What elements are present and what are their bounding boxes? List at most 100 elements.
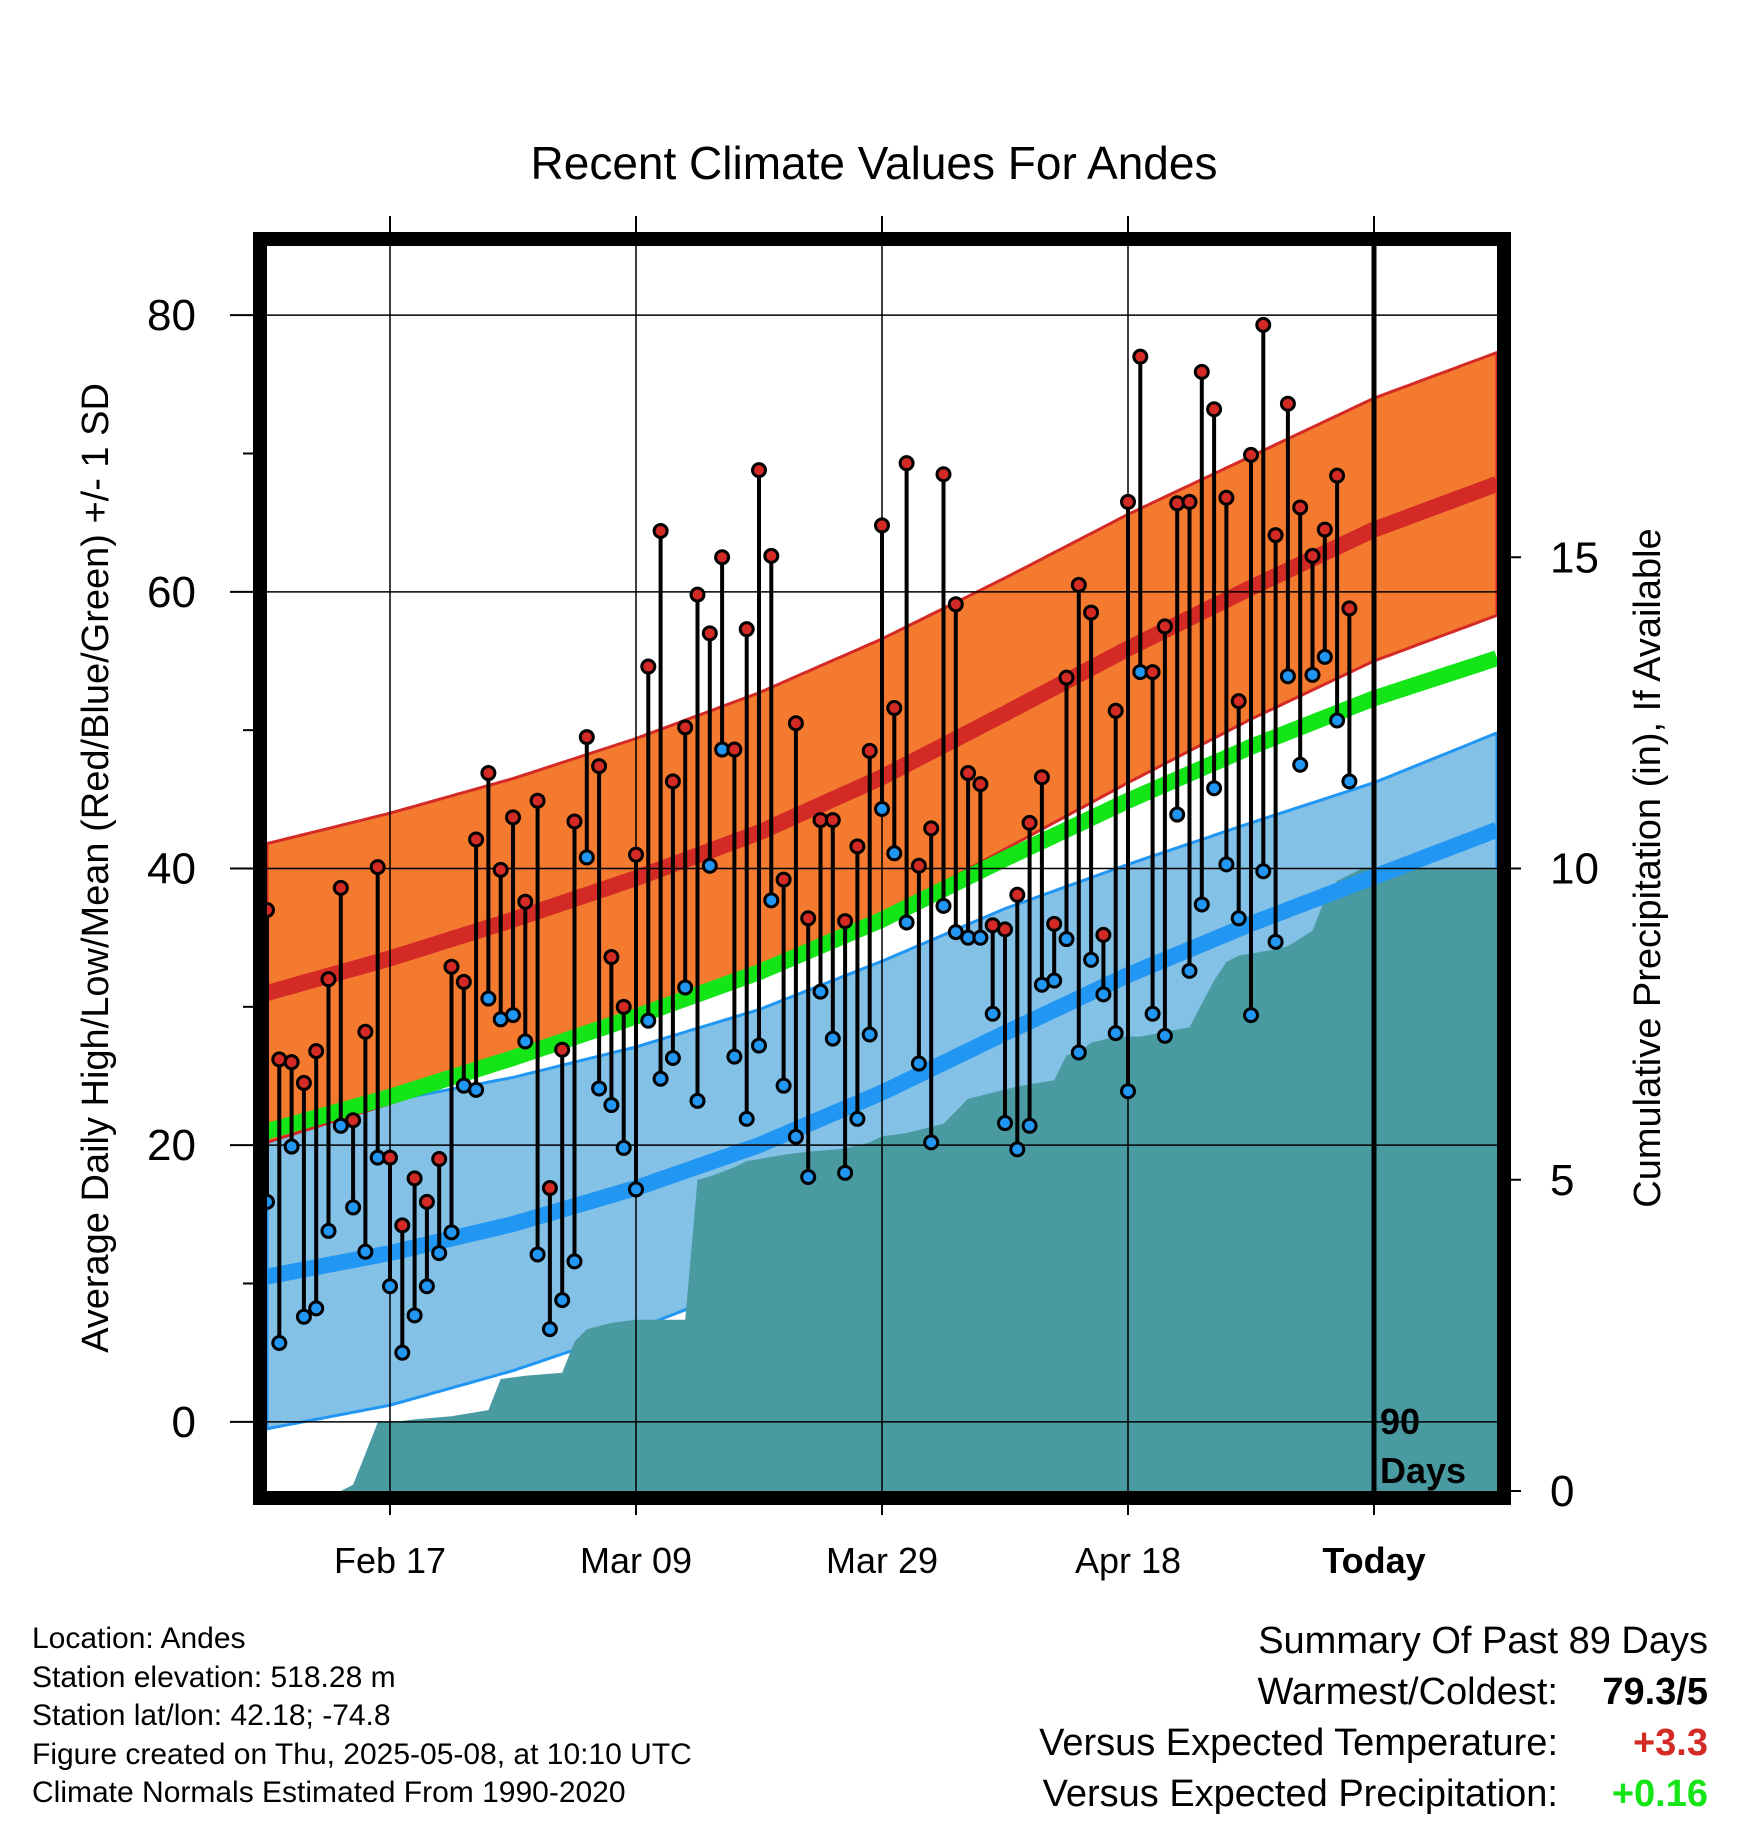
observed-low-point	[603, 1097, 620, 1114]
observed-high-point	[664, 773, 681, 790]
observed-high-point	[517, 893, 534, 910]
observed-high-point	[615, 998, 632, 1015]
observed-high-point	[861, 742, 878, 759]
observed-low-point	[443, 1224, 460, 1241]
observed-low-point	[468, 1081, 485, 1098]
observed-high-point	[1070, 576, 1087, 593]
normals-text: Climate Normals Estimated From 1990-2020	[32, 1776, 626, 1809]
y-left-tick-label: 40	[147, 845, 196, 894]
x-tick-label: Mar 09	[580, 1540, 692, 1581]
observed-high-point	[566, 813, 583, 830]
observed-low-point	[677, 979, 694, 996]
observed-high-point	[763, 547, 780, 564]
observed-high-point	[1267, 527, 1284, 544]
observed-high-point	[1243, 446, 1259, 463]
observed-low-point	[1292, 756, 1309, 773]
precip-row: Versus Expected Precipitation: +0.16	[1039, 1773, 1708, 1824]
x-tick-label: Feb 17	[334, 1540, 446, 1581]
observed-low-point	[775, 1077, 792, 1094]
observed-high-point	[382, 1149, 398, 1166]
observed-low-point	[652, 1070, 669, 1087]
today-days-label: Days	[1380, 1450, 1466, 1491]
observed-high-point	[267, 902, 275, 918]
observed-low-point	[1095, 986, 1112, 1003]
observed-low-point	[763, 892, 780, 909]
observed-high-point	[874, 517, 890, 534]
observed-high-point	[1132, 348, 1149, 365]
observed-high-point	[849, 838, 866, 855]
summary-panel: Summary Of Past 89 Days Warmest/Coldest:…	[1039, 1620, 1708, 1824]
observed-high-point	[701, 625, 718, 642]
observed-low-point	[935, 897, 952, 914]
observed-high-point	[1033, 769, 1050, 786]
observed-low-point	[554, 1292, 571, 1309]
warmest-label: Warmest/Coldest:	[1257, 1671, 1558, 1713]
observed-low-point	[849, 1110, 866, 1127]
observed-high-point	[480, 765, 497, 782]
observed-low-point	[578, 849, 595, 866]
y-left-tick-label: 20	[147, 1121, 196, 1170]
warmest-row: Warmest/Coldest: 79.3/5	[1039, 1671, 1708, 1722]
observed-high-point	[554, 1041, 571, 1058]
y-right-tick-label: 15	[1550, 533, 1599, 582]
observed-low-point	[1107, 1025, 1124, 1042]
observed-low-point	[357, 1243, 374, 1260]
observed-high-point	[1218, 489, 1235, 506]
temp-label: Versus Expected Temperature:	[1039, 1722, 1558, 1764]
observed-low-point	[1304, 666, 1321, 683]
observed-low-point	[1218, 856, 1235, 873]
observed-low-point	[1070, 1044, 1087, 1061]
observed-high-point	[1279, 395, 1296, 412]
y-right-tick-label: 5	[1550, 1156, 1574, 1205]
observed-low-point	[267, 1193, 275, 1210]
observed-low-point	[726, 1048, 743, 1065]
observed-low-point	[406, 1307, 423, 1324]
observed-low-point	[345, 1199, 362, 1216]
observed-high-point	[591, 758, 608, 775]
observed-high-point	[1255, 316, 1272, 333]
observed-low-point	[529, 1246, 546, 1263]
observed-low-point	[283, 1138, 300, 1155]
observed-high-point	[689, 586, 706, 603]
observed-low-point	[1279, 668, 1296, 685]
observed-high-point	[1095, 926, 1112, 943]
observed-low-point	[898, 914, 915, 931]
observed-high-point	[751, 462, 767, 479]
observed-high-point	[738, 621, 755, 638]
observed-low-point	[566, 1253, 583, 1270]
observed-low-point	[308, 1300, 325, 1317]
observed-low-point	[812, 983, 829, 1000]
observed-high-point	[824, 812, 841, 829]
observed-high-point	[787, 715, 804, 732]
observed-high-point	[947, 596, 964, 613]
observed-high-point	[394, 1217, 411, 1234]
observed-low-point	[751, 1037, 767, 1054]
observed-high-point	[1292, 499, 1309, 516]
observed-high-point	[431, 1151, 448, 1167]
observed-low-point	[664, 1050, 681, 1067]
observed-low-point	[923, 1134, 940, 1151]
observed-low-point	[1181, 962, 1198, 979]
observed-low-point	[591, 1080, 608, 1097]
observed-high-point	[837, 913, 854, 930]
observed-high-point	[369, 859, 386, 876]
y-left-tick-label: 80	[147, 291, 196, 340]
observed-high-point	[418, 1193, 435, 1210]
observed-high-point	[357, 1023, 374, 1040]
precip-value: +0.16	[1611, 1773, 1708, 1815]
observed-high-point	[308, 1043, 325, 1060]
observed-high-point	[468, 831, 485, 848]
observed-low-point	[1083, 951, 1100, 968]
today-days-label: 90	[1380, 1401, 1420, 1442]
x-tick-label: Mar 29	[826, 1540, 938, 1581]
observed-high-point	[960, 765, 977, 782]
observed-low-point	[320, 1222, 337, 1239]
elevation-text: Station elevation: 518.28 m	[32, 1660, 396, 1694]
observed-high-point	[1181, 493, 1198, 510]
observed-low-point	[824, 1030, 841, 1047]
latlon-text: Station lat/lon: 42.18; -74.8	[32, 1699, 391, 1732]
location-text: Location: Andes	[32, 1622, 246, 1655]
observed-high-point	[652, 522, 669, 539]
observed-low-point	[394, 1344, 411, 1361]
plot-area	[267, 246, 1497, 1491]
